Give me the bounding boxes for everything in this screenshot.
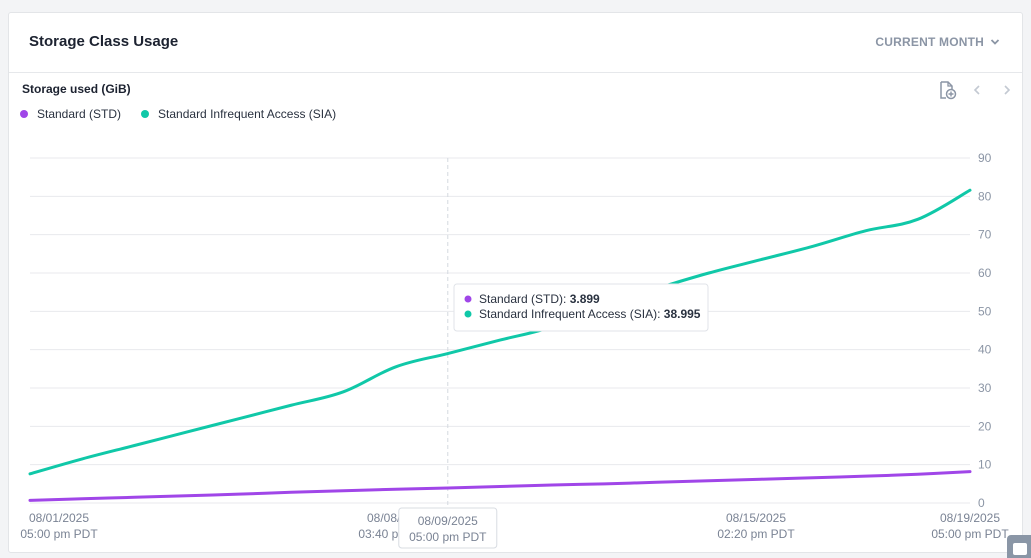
tooltip-row: Standard Infrequent Access (SIA): 38.995 xyxy=(479,307,701,321)
legend-sia-label: Standard Infrequent Access (SIA) xyxy=(158,107,337,121)
crosshair-label-box xyxy=(398,507,498,549)
series-line-1 xyxy=(28,188,972,476)
chart-tools xyxy=(937,80,1017,100)
legend-sia-dot xyxy=(141,110,150,118)
x-tick-time: 05:00 pm PDT xyxy=(931,527,1009,541)
x-tick-date: 08/19/2025 xyxy=(940,511,1000,525)
file-export-icon xyxy=(940,81,957,100)
legend-item-sia[interactable]: Standard Infrequent Access (SIA) xyxy=(141,107,336,121)
y-tick-label: 90 xyxy=(978,151,992,165)
y-tick-label: 80 xyxy=(978,189,992,203)
period-select[interactable]: CURRENT MONTH xyxy=(875,35,1000,49)
tooltip-row: Standard (STD): 3.899 xyxy=(479,292,600,306)
period-label: CURRENT MONTH xyxy=(875,35,984,49)
card-header: Storage Class Usage CURRENT MONTH xyxy=(9,13,1022,73)
y-tick-label: 30 xyxy=(978,381,992,395)
legend: Standard (STD) Standard Infrequent Acces… xyxy=(20,107,336,121)
x-tick-time: 02:20 pm PDT xyxy=(717,527,795,541)
y-tick-label: 0 xyxy=(978,496,985,510)
legend-item-std[interactable]: Standard (STD) xyxy=(20,107,121,121)
chevron-left-icon xyxy=(973,85,980,95)
y-tick-label: 60 xyxy=(978,266,992,280)
y-tick-label: 70 xyxy=(978,228,992,242)
y-tick-label: 40 xyxy=(978,343,992,357)
export-button[interactable] xyxy=(937,80,957,100)
y-tick-label: 50 xyxy=(978,304,992,318)
chevron-right-icon xyxy=(1004,85,1011,95)
legend-std-label: Standard (STD) xyxy=(37,107,122,121)
x-tick-date: 08/15/2025 xyxy=(726,511,786,525)
tooltip-dot xyxy=(464,295,472,303)
x-tick-time: 05:00 pm PDT xyxy=(20,527,98,541)
chat-widget-button[interactable] xyxy=(1007,535,1031,558)
crosshair-label-time: 05:00 pm PDT xyxy=(409,530,487,544)
prev-button[interactable] xyxy=(967,80,987,100)
legend-std-dot xyxy=(20,110,28,118)
tooltip-dot xyxy=(464,310,472,318)
card-title: Storage Class Usage xyxy=(29,33,179,50)
tooltip-box xyxy=(453,283,709,332)
next-button[interactable] xyxy=(997,80,1017,100)
y-tick-label: 20 xyxy=(978,419,992,433)
crosshair-label-date: 08/09/2025 xyxy=(418,514,478,528)
series-line-0 xyxy=(28,470,972,502)
storage-usage-card: Storage Class Usage CURRENT MONTH xyxy=(8,12,1023,553)
chevron-down-icon xyxy=(990,39,1000,45)
y-tick-label: 10 xyxy=(978,458,992,472)
x-tick-date: 08/01/2025 xyxy=(29,511,89,525)
chart-title: Storage used (GiB) xyxy=(22,82,131,96)
